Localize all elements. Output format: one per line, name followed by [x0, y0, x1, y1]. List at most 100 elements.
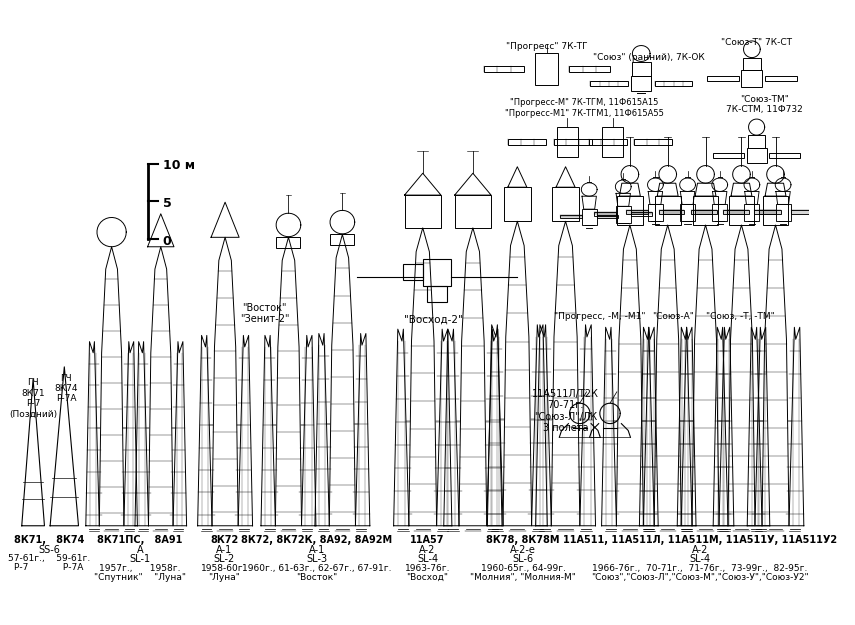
Bar	[330, 234, 354, 245]
Text: SL-2: SL-2	[214, 554, 235, 564]
Text: "Союз" (ранний), 7К-ОК: "Союз" (ранний), 7К-ОК	[593, 53, 705, 62]
Bar	[276, 238, 300, 248]
Bar	[712, 204, 728, 221]
Bar	[693, 196, 718, 225]
Bar	[484, 66, 524, 72]
Bar	[569, 66, 610, 72]
Text: 1960г., 61-63г., 62-67г., 67-91г.: 1960г., 61-63г., 62-67г., 67-91г.	[242, 564, 392, 573]
Text: "Восток": "Восток"	[296, 573, 338, 582]
Text: "Прогресс" 7К-ТГ: "Прогресс" 7К-ТГ	[506, 41, 587, 51]
Text: А-2: А-2	[692, 545, 708, 555]
Text: 11А57: 11А57	[410, 535, 445, 545]
Bar	[403, 264, 423, 281]
Text: ГЧ
8К71
Р-7
(Поздний): ГЧ 8К71 Р-7 (Поздний)	[9, 378, 57, 418]
Bar	[552, 187, 579, 221]
Text: SL-4: SL-4	[689, 554, 711, 564]
Bar	[691, 210, 712, 214]
Text: 57-61г.,    59-61г.: 57-61г., 59-61г.	[8, 554, 91, 563]
Bar	[743, 58, 761, 71]
Bar	[775, 204, 791, 221]
Bar	[728, 210, 749, 214]
Bar	[728, 196, 754, 225]
Bar	[627, 210, 648, 214]
Bar	[634, 139, 672, 145]
Bar	[769, 152, 800, 158]
Text: SL-1: SL-1	[129, 554, 150, 564]
Bar	[658, 210, 680, 214]
Bar	[617, 196, 643, 225]
Bar	[746, 148, 767, 163]
Text: "Союз, -Т, -ТМ": "Союз, -Т, -ТМ"	[706, 312, 775, 321]
Bar	[588, 139, 627, 145]
Text: "Луна": "Луна"	[209, 573, 240, 582]
Text: 8К72, 8К72К, 8А92, 8А92М: 8К72, 8К72К, 8А92, 8А92М	[241, 535, 392, 545]
Text: 5: 5	[162, 197, 171, 210]
Bar	[455, 195, 491, 228]
Text: "Молния", "Молния-М": "Молния", "Молния-М"	[470, 573, 576, 582]
Bar	[695, 210, 716, 214]
Bar	[748, 135, 765, 148]
Bar	[791, 210, 812, 214]
Bar	[754, 210, 775, 214]
Bar	[504, 187, 531, 221]
Bar	[535, 53, 558, 85]
Bar	[764, 76, 797, 81]
Bar	[404, 195, 441, 228]
Bar	[648, 204, 663, 221]
Text: ГЧ
8К74
Р-7А: ГЧ 8К74 Р-7А	[55, 374, 78, 403]
Text: А: А	[137, 545, 144, 555]
Bar	[631, 212, 652, 216]
Bar	[655, 196, 681, 225]
Text: А-1: А-1	[309, 545, 325, 555]
Bar	[427, 286, 447, 302]
Bar	[581, 209, 597, 226]
Text: А-1: А-1	[216, 545, 233, 555]
Text: 1966-76г.,  70-71г.,  71-76г.,  73-99г.,  82-95г.: 1966-76г., 70-71г., 71-76г., 73-99г., 82…	[593, 564, 808, 573]
Text: "Прогресс-М" 7К-ТГМ, 11Ф615А15
"Прогресс-М1" 7К-ТГМ1, 11Ф615А55: "Прогресс-М" 7К-ТГМ, 11Ф615А15 "Прогресс…	[505, 98, 664, 118]
Text: SL-4: SL-4	[417, 554, 438, 564]
Bar	[590, 81, 628, 86]
Text: 8К71,   8К74: 8К71, 8К74	[14, 535, 85, 545]
Text: Р-7            Р-7А: Р-7 Р-7А	[15, 563, 84, 572]
Bar	[597, 215, 618, 219]
Text: SS-6: SS-6	[38, 545, 60, 555]
Bar	[632, 62, 651, 76]
Text: "Восток"
"Зенит-2": "Восток" "Зенит-2"	[240, 302, 290, 324]
Text: 0: 0	[162, 234, 171, 248]
Text: 8К71ПС,   8А91: 8К71ПС, 8А91	[97, 535, 183, 545]
Text: 8К72: 8К72	[210, 535, 239, 545]
Bar	[663, 210, 685, 214]
Text: "Спутник"    "Луна": "Спутник" "Луна"	[94, 573, 186, 582]
Bar	[631, 76, 652, 91]
Text: 8К78, 8К78М: 8К78, 8К78М	[486, 535, 560, 545]
Bar	[655, 81, 693, 86]
Bar	[557, 127, 578, 157]
Bar	[508, 139, 546, 145]
Bar	[759, 210, 781, 214]
Bar	[763, 196, 788, 225]
Text: А-2-е: А-2-е	[510, 545, 536, 555]
Text: 10 м: 10 м	[162, 159, 195, 172]
Bar	[745, 204, 759, 221]
Text: "Союз-Т" 7К-СТ: "Союз-Т" 7К-СТ	[721, 38, 792, 47]
Text: 1963-76г.: 1963-76г.	[404, 564, 451, 573]
Bar	[707, 76, 739, 81]
Text: 1960-65г., 64-99г.: 1960-65г., 64-99г.	[481, 564, 565, 573]
Text: "Союз","Союз-Л","Союз-М","Союз-У","Союз-У2": "Союз","Союз-Л","Союз-М","Союз-У","Союз-…	[591, 573, 809, 582]
Text: 1957г.,      1958г.: 1957г., 1958г.	[99, 564, 180, 573]
Bar	[680, 204, 695, 221]
Bar	[713, 152, 744, 158]
Text: "Союз-А": "Союз-А"	[652, 312, 694, 321]
Bar	[722, 210, 745, 214]
Text: SL-3: SL-3	[306, 554, 327, 564]
Bar	[741, 71, 763, 86]
Text: "Восход": "Восход"	[406, 573, 449, 582]
Text: 11А511, 11А511Л, 11А511М, 11А511У, 11А511У2: 11А511, 11А511Л, 11А511М, 11А511У, 11А51…	[563, 535, 837, 545]
Text: "Восход-2": "Восход-2"	[404, 315, 463, 325]
Bar	[553, 139, 592, 145]
Text: SL-6: SL-6	[512, 554, 534, 564]
Bar	[594, 212, 616, 216]
Bar	[602, 127, 623, 157]
Text: 1958-60г.: 1958-60г.	[202, 564, 247, 573]
Text: А-2: А-2	[419, 545, 436, 555]
